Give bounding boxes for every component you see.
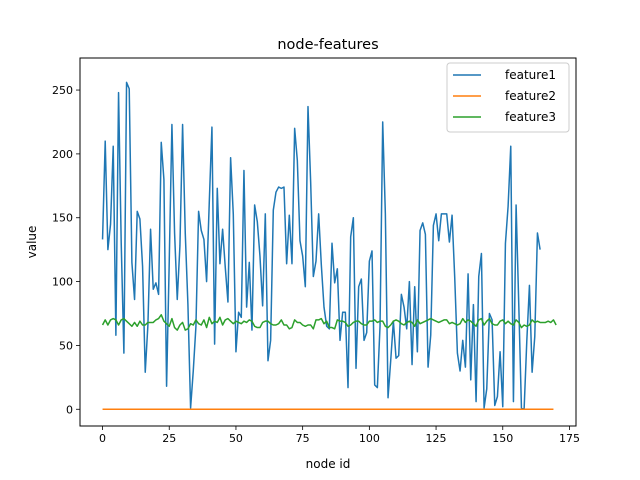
x-tick-label: 50	[229, 432, 243, 445]
x-tick-label: 175	[559, 432, 580, 445]
legend-label-feature3: feature3	[505, 110, 556, 124]
x-tick-label: 100	[359, 432, 380, 445]
x-tick-label: 25	[162, 432, 176, 445]
legend-label-feature1: feature1	[505, 68, 556, 82]
x-axis-label: node id	[306, 457, 351, 471]
y-axis-label: value	[25, 226, 39, 259]
x-axis: 0 25 50 75 100 125 150 175	[99, 426, 580, 445]
x-tick-label: 75	[296, 432, 310, 445]
series-line-feature3	[101, 314, 557, 331]
y-tick-label: 0	[66, 403, 73, 416]
y-tick-label: 250	[52, 84, 73, 97]
x-tick-label: 125	[426, 432, 447, 445]
y-axis: 0 50 100 150 200 250	[52, 84, 80, 416]
y-tick-label: 50	[59, 339, 73, 352]
chart-title: node-features	[277, 37, 378, 53]
legend-frame	[446, 62, 570, 133]
legend-label-feature2: feature2	[505, 89, 556, 103]
plot-area	[101, 81, 557, 411]
y-tick-label: 150	[52, 212, 73, 225]
x-tick-label: 0	[99, 432, 106, 445]
x-tick-label: 150	[492, 432, 513, 445]
legend: feature1 feature2 feature3	[446, 62, 570, 133]
axes-frame	[79, 57, 577, 427]
series-line-feature1	[101, 81, 541, 411]
y-tick-label: 100	[52, 276, 73, 289]
y-tick-label: 200	[52, 148, 73, 161]
